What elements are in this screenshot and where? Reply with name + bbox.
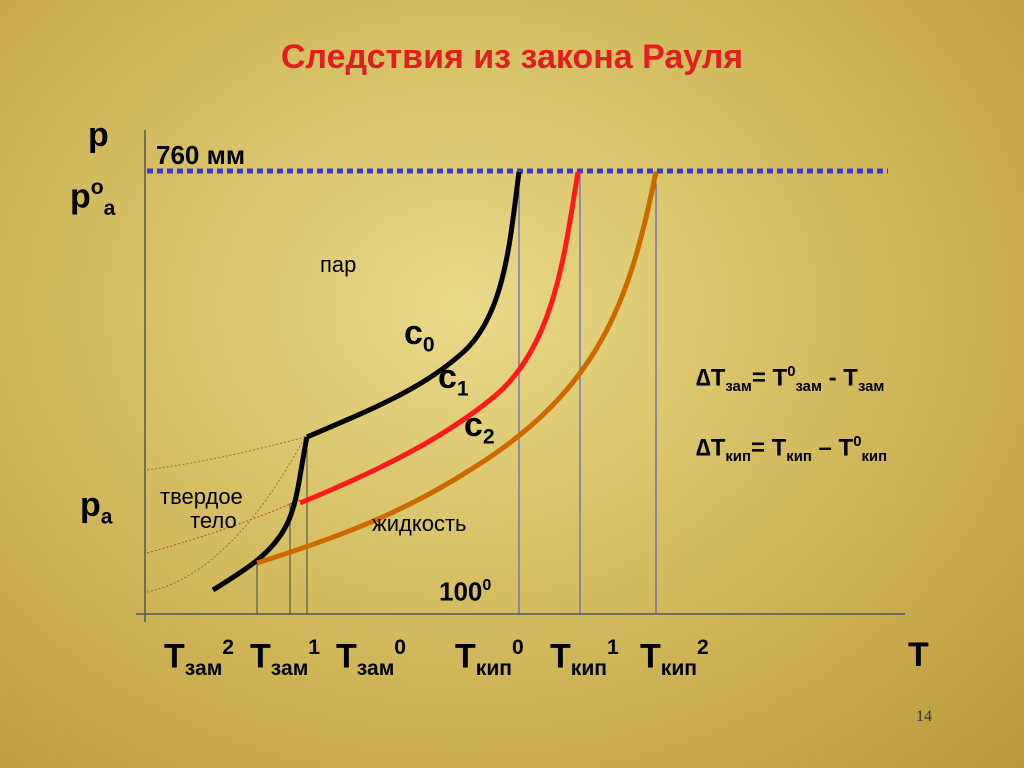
tick-tzam1: Tзам1	[250, 636, 321, 681]
formula-freezing: ∆Tзам= T0зам - Tзам	[696, 364, 885, 395]
extrapolation-curve-0	[146, 436, 306, 593]
tick-tkip2: Tкип2	[640, 636, 709, 681]
curve-c1	[299, 171, 581, 506]
curve-label-c2: c2	[464, 406, 495, 449]
curve-label-c0: c0	[404, 314, 435, 357]
slide-title: Следствия из закона Рауля	[280, 38, 744, 76]
region-solid: твердое тело	[160, 484, 243, 533]
curve-label-c1: c1	[438, 358, 469, 401]
extrapolation-curve-1	[146, 499, 301, 554]
tick-tzam2: Tзам2	[164, 636, 235, 681]
tick-tkip0: Tкип0	[455, 636, 524, 681]
y-axis-label: p	[88, 116, 109, 154]
curve-c2	[256, 171, 659, 566]
curve-c0-solid	[211, 436, 310, 593]
extrapolation-curve-2	[146, 436, 306, 471]
region-vapor: пар	[320, 252, 357, 277]
formula-boiling: ∆Tкип= Tкип – T0кип	[696, 434, 888, 465]
curve-c0-liquid	[306, 171, 522, 440]
p0-label: poa	[70, 176, 116, 221]
region-liquid: жидкость	[372, 511, 467, 536]
pressure-760-label: 760 мм	[156, 140, 246, 170]
pa-label: pa	[80, 486, 113, 529]
temp-100-label: 1000	[439, 576, 492, 607]
page-number: 14	[916, 708, 932, 725]
tick-tkip1: Tкип1	[550, 636, 619, 681]
x-axis-label: T	[908, 636, 929, 674]
tick-tzam0: Tзам0	[336, 636, 407, 681]
